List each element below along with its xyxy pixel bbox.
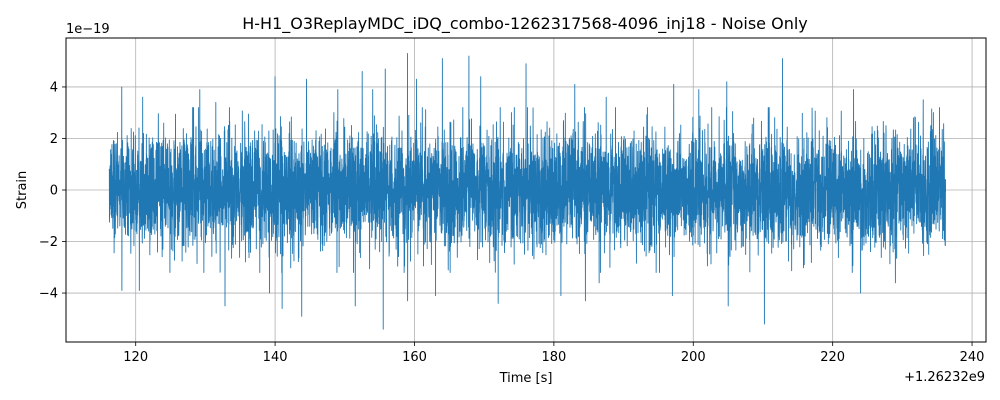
y-tick-label: 4 bbox=[50, 80, 58, 95]
y-tick-label: −4 bbox=[39, 287, 58, 302]
x-tick-label: 220 bbox=[820, 350, 845, 365]
x-axis-title: Time [s] bbox=[499, 371, 553, 386]
x-axis: 120 140 160 180 200 220 240 bbox=[123, 342, 984, 365]
plot-area bbox=[108, 53, 947, 330]
y-axis: −4 −2 0 2 4 bbox=[39, 80, 66, 302]
x-tick-label: 120 bbox=[123, 350, 148, 365]
x-axis-offset-label: +1.26232e9 bbox=[904, 370, 985, 385]
x-tick-label: 240 bbox=[960, 350, 985, 365]
y-tick-label: 0 bbox=[50, 184, 58, 199]
x-tick-label: 180 bbox=[541, 350, 566, 365]
y-axis-title: Strain bbox=[15, 171, 30, 210]
strain-series-line bbox=[108, 53, 947, 330]
y-tick-label: −2 bbox=[39, 235, 58, 250]
y-tick-label: 2 bbox=[50, 132, 58, 147]
x-tick-label: 140 bbox=[263, 350, 288, 365]
y-axis-exponent-label: 1e−19 bbox=[66, 22, 110, 37]
x-tick-label: 200 bbox=[681, 350, 706, 365]
x-tick-label: 160 bbox=[402, 350, 427, 365]
chart-title: H-H1_O3ReplayMDC_iDQ_combo-1262317568-40… bbox=[242, 14, 808, 34]
